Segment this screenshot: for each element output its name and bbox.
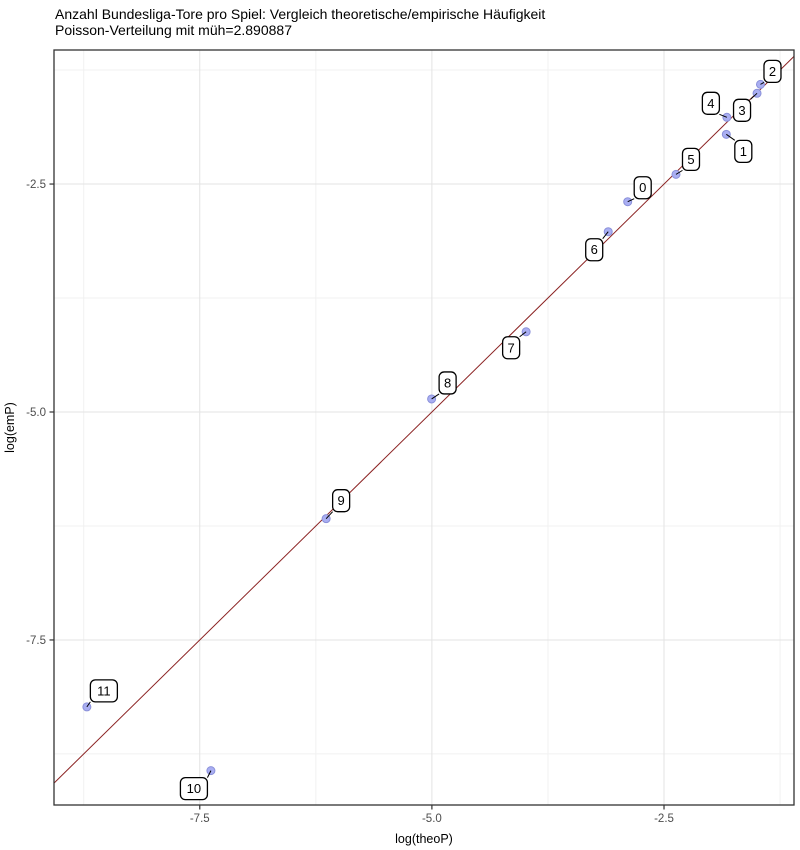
point-label-box-8	[438, 371, 457, 395]
point-label-8: 8	[444, 375, 451, 390]
plot-title-line-2: Poisson-Verteilung mit müh=2.890887	[55, 22, 292, 38]
label-leader-line-6	[602, 231, 609, 240]
point-label-box-10	[179, 776, 209, 801]
label-leader-line-1	[726, 133, 736, 141]
point-label-11: 11	[97, 683, 111, 698]
y-axis-tick-label: -7.5	[26, 635, 46, 647]
plot-panel	[54, 50, 794, 805]
panel-border	[53, 49, 795, 806]
point-label-9: 9	[338, 493, 345, 508]
plot-title-line-1: Anzahl Bundesliga-Tore pro Spiel: Vergle…	[55, 6, 546, 22]
point-label-box-3	[732, 98, 752, 122]
point-label-box-2	[763, 59, 782, 84]
point-label-6: 6	[591, 242, 598, 257]
point-label-box-0	[633, 176, 652, 200]
point-label-box-7	[501, 336, 521, 360]
plot-title: Anzahl Bundesliga-Tore pro Spiel: Vergle…	[55, 6, 545, 38]
point-label-1: 1	[740, 144, 747, 159]
point-label-box-4	[701, 91, 721, 115]
point-label-box-6	[585, 238, 604, 262]
y-axis-title: log(emP)	[3, 402, 17, 453]
point-label-7: 7	[508, 340, 515, 355]
label-leader-line-5	[675, 169, 683, 175]
label-leader-line-7	[519, 331, 527, 338]
point-label-box-5	[681, 147, 701, 172]
y-axis-tick-label: -5.0	[26, 407, 46, 419]
label-leader-line-3	[750, 92, 758, 100]
point-label-4: 4	[707, 96, 714, 111]
x-axis-tick-label: -5.0	[422, 813, 442, 825]
label-leader-line-8	[431, 393, 440, 400]
identity-reference-line	[53, 56, 795, 784]
label-leader-line-11	[86, 701, 91, 708]
point-label-3: 3	[738, 103, 745, 118]
point-label-box-9	[331, 489, 351, 513]
point-label-box-11	[89, 679, 119, 703]
label-leader-line-9	[325, 511, 334, 520]
label-leader-line-2	[760, 81, 765, 85]
label-leader-line-0	[627, 198, 635, 203]
point-label-10: 10	[187, 781, 201, 796]
x-axis-tick-label: -2.5	[654, 813, 674, 825]
x-axis-tick-label: -7.5	[190, 813, 210, 825]
point-label-box-1	[734, 139, 753, 163]
label-leader-line-10	[206, 770, 212, 778]
point-label-0: 0	[639, 180, 646, 195]
label-leader-line-4	[719, 113, 728, 118]
y-axis-tick-label: -2.5	[26, 179, 46, 191]
point-label-5: 5	[687, 152, 694, 167]
point-label-2: 2	[769, 64, 776, 79]
x-axis-title: log(theoP)	[395, 832, 453, 846]
